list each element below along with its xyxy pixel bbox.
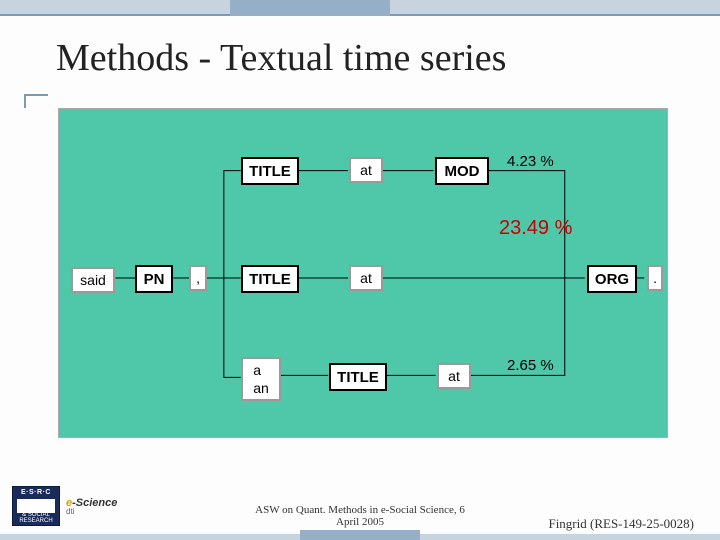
pct-bottom: 2.65 % [507,357,554,374]
footer-line1: ASW on Quant. Methods in e-Social Scienc… [255,504,465,516]
flow-diagram: TITLE at MOD 4.23 % said PN , TITLE at O… [58,108,668,438]
bottom-accent-bar [0,534,720,540]
pct-middle: 23.49 % [499,217,572,240]
node-title-2: TITLE [241,265,299,293]
node-at-1: at [349,157,383,183]
node-comma: , [189,265,207,291]
top-accent-bar [0,0,720,16]
node-a-an: a an [241,357,281,401]
node-mod: MOD [435,157,489,185]
footer-right: Fingrid (RES-149-25-0028) [548,516,694,532]
node-said: said [71,267,115,293]
node-title-1: TITLE [241,157,299,185]
node-org: ORG [587,265,637,293]
footer-line2: April 2005 [336,516,384,528]
pct-top: 4.23 % [507,153,554,170]
corner-accent [24,94,48,108]
node-at-3: at [437,363,471,389]
node-period: . [647,265,663,291]
node-pn: PN [135,265,173,293]
node-title-3: TITLE [329,363,387,391]
node-at-2: at [349,265,383,291]
page-title: Methods - Textual time series [56,36,506,80]
